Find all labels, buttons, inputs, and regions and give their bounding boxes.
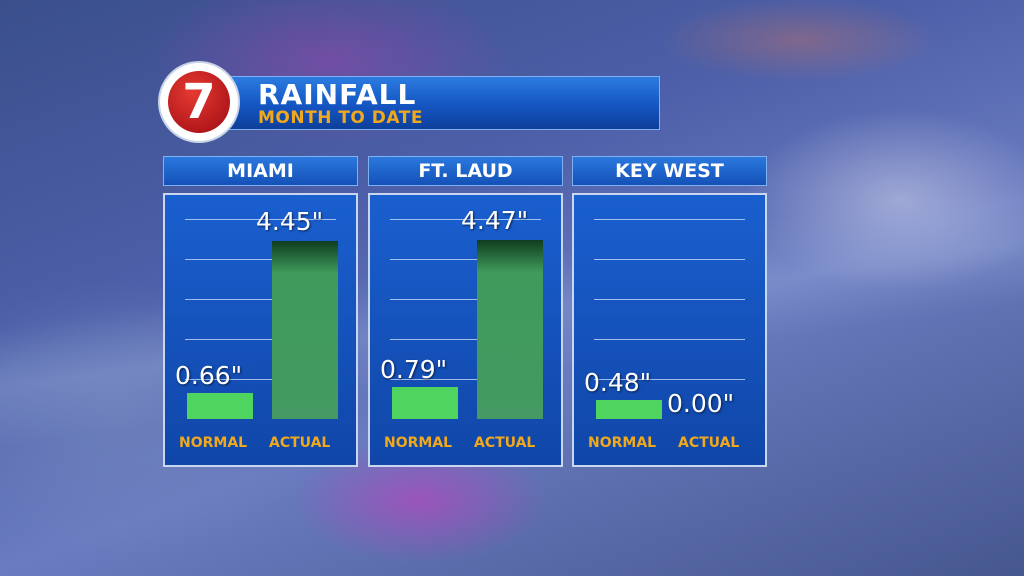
grid-line: [390, 379, 541, 380]
page-subtitle: MONTH TO DATE: [258, 108, 423, 128]
grid-line: [185, 339, 336, 340]
grid-line: [594, 379, 745, 380]
city-title-miami: MIAMI: [163, 156, 358, 186]
city-title-key-west: KEY WEST: [572, 156, 767, 186]
grid-line: [185, 379, 336, 380]
category-label-actual: ACTUAL: [474, 435, 536, 451]
data-label-normal: 0.79": [380, 355, 448, 385]
grid-line: [185, 259, 336, 260]
grid-line: [594, 259, 745, 260]
bar-normal: [392, 387, 458, 419]
data-label-actual: 0.00": [667, 389, 735, 418]
grid-line: [390, 339, 541, 340]
data-label-actual: 4.47": [461, 206, 529, 236]
category-label-normal: NORMAL: [384, 435, 453, 451]
grid-line: [594, 219, 745, 220]
grid-line: [390, 299, 541, 300]
city-title-ft-laud: FT. LAUD: [368, 156, 563, 186]
data-label-normal: 0.48": [584, 367, 652, 397]
category-label-normal: NORMAL: [588, 435, 657, 451]
title-banner: [208, 76, 660, 130]
chart-panel-miami: 0.66" NORMAL 4.45" ACTUAL: [163, 193, 358, 467]
grid-line: [594, 299, 745, 300]
chart-panel-ft-laud: 0.79" NORMAL 4.47" ACTUAL: [368, 193, 563, 467]
logo-number: 7: [182, 74, 216, 130]
grid-line: [390, 219, 541, 220]
data-label-actual: 4.45": [256, 207, 324, 236]
data-label-normal: 0.66": [175, 360, 243, 390]
grid-line: [185, 299, 336, 300]
bar-actual: [477, 240, 543, 419]
category-label-normal: NORMAL: [179, 435, 248, 451]
page-title: RAINFALL: [258, 78, 417, 111]
grid-line: [185, 219, 336, 220]
logo-red-circle: 7: [168, 71, 230, 133]
category-label-actual: ACTUAL: [678, 435, 740, 451]
bar-normal: [187, 392, 253, 419]
grid-line: [594, 339, 745, 340]
bar-actual: [272, 241, 338, 419]
chart-panel-key-west: 0.48" NORMAL 0.00" ACTUAL: [572, 193, 767, 467]
category-label-actual: ACTUAL: [269, 435, 331, 451]
grid-line: [390, 259, 541, 260]
bar-normal: [596, 399, 662, 419]
channel-7-logo: 7: [160, 63, 238, 141]
